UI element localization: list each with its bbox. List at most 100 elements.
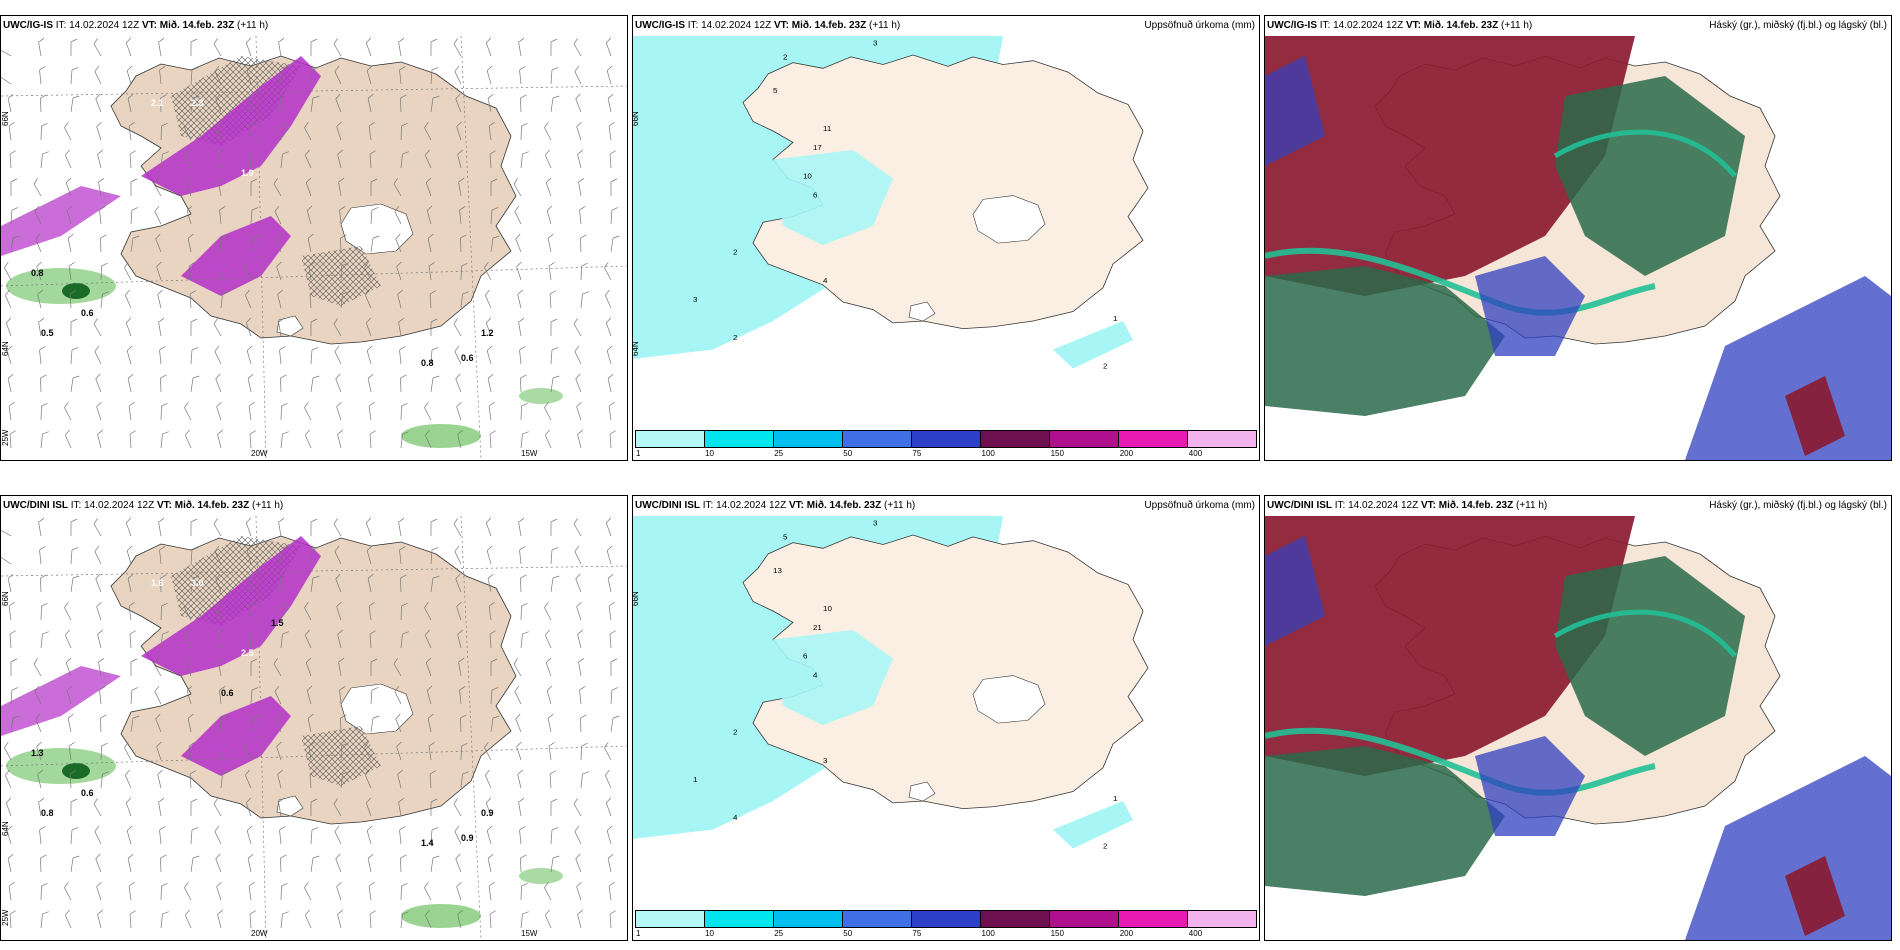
wind-barb bbox=[95, 373, 102, 393]
snow-blob bbox=[62, 283, 90, 299]
wind-barb bbox=[153, 178, 162, 197]
wind-barb bbox=[214, 65, 222, 85]
wind-barb bbox=[520, 882, 528, 901]
wind-barb bbox=[334, 65, 342, 85]
wind-barb bbox=[8, 402, 15, 421]
precip-value: 1 bbox=[693, 775, 697, 784]
wind-barb bbox=[484, 261, 492, 281]
wind-barb bbox=[310, 855, 320, 873]
precip-value: 17 bbox=[813, 143, 822, 152]
wind-barb bbox=[605, 797, 612, 817]
wind-barb bbox=[70, 375, 80, 393]
wind-barb bbox=[573, 38, 582, 57]
wind-barb bbox=[520, 151, 529, 169]
snow-blob bbox=[401, 904, 481, 928]
wind-barb bbox=[217, 909, 223, 929]
wind-barb bbox=[394, 685, 402, 705]
wind-barb bbox=[280, 602, 288, 621]
wind-barb bbox=[457, 629, 463, 649]
wind-barb bbox=[64, 601, 72, 621]
wind-barb bbox=[37, 289, 43, 309]
wind-barb bbox=[519, 66, 526, 85]
lead-time: (+11 h) bbox=[1501, 20, 1533, 31]
wind-barb bbox=[124, 741, 132, 761]
model-name: UWC/DINI ISL bbox=[635, 500, 700, 511]
lon-label: 15W bbox=[521, 929, 538, 938]
wind-barb bbox=[398, 797, 405, 817]
wind-barb bbox=[4, 261, 12, 281]
map-area: 3 5 13 21 10 6 4 2 1 3 4 1 2 bbox=[633, 516, 1259, 908]
wind-barb bbox=[249, 150, 256, 169]
wind-barb bbox=[429, 290, 436, 309]
wind-barb bbox=[610, 207, 619, 225]
wind-barb bbox=[100, 742, 108, 761]
wind-barb bbox=[97, 629, 103, 649]
wind-barb bbox=[250, 178, 258, 196]
legend-tick: 150 bbox=[1050, 929, 1064, 938]
wind-barb bbox=[68, 742, 75, 761]
wind-barb bbox=[368, 602, 375, 621]
precip-value: 2 bbox=[733, 333, 737, 342]
wind-barb bbox=[400, 602, 408, 621]
wind-barb bbox=[456, 601, 462, 621]
cloud-edge bbox=[1553, 609, 1737, 658]
low-cloud bbox=[1265, 56, 1325, 166]
wind-barb bbox=[40, 374, 47, 393]
wind-barb bbox=[550, 518, 558, 536]
legend-swatch bbox=[843, 911, 912, 927]
wind-barb bbox=[580, 262, 588, 281]
value-label: 1.5 bbox=[271, 618, 284, 628]
map-panel-cloud: UWC/IG-IS IT: 14.02.2024 12Z VT: Mið. 14… bbox=[1264, 15, 1892, 461]
legend-swatch bbox=[1050, 911, 1119, 927]
wind-barb bbox=[278, 317, 285, 337]
wind-barb bbox=[369, 630, 376, 649]
wind-barb bbox=[307, 233, 314, 253]
precip-value: 2 bbox=[1103, 842, 1107, 851]
wind-barb bbox=[250, 715, 260, 733]
wind-barb bbox=[456, 881, 462, 901]
snow-blob bbox=[519, 868, 563, 884]
panel-header: UWC/IG-IS IT: 14.02.2024 12Z VT: Mið. 14… bbox=[635, 20, 900, 31]
precip-value: 11 bbox=[823, 124, 831, 133]
value-label: 2.1 bbox=[151, 98, 164, 108]
wind-barb bbox=[460, 771, 469, 789]
wind-barb bbox=[457, 149, 463, 169]
wind-barb bbox=[393, 178, 402, 197]
wind-barb bbox=[190, 575, 200, 593]
wind-barb bbox=[514, 685, 522, 705]
wind-barb bbox=[216, 601, 222, 621]
wind-barb bbox=[575, 373, 582, 393]
wind-barb bbox=[310, 67, 319, 85]
wind-barb bbox=[40, 122, 48, 141]
wind-barb bbox=[185, 657, 192, 677]
legend-swatch bbox=[636, 431, 705, 447]
wind-barb bbox=[334, 345, 342, 365]
map-area: 1.1 1.6 3.0 2.5 1.3 0.6 0.8 0.9 1.4 0.9 0.6 1.5 bbox=[1, 516, 627, 940]
wind-barb bbox=[34, 685, 42, 705]
wind-barb bbox=[369, 150, 376, 169]
high-cloud bbox=[1265, 36, 1635, 296]
wind-barb bbox=[425, 657, 432, 677]
wind-barb bbox=[304, 121, 312, 141]
glacier-shape bbox=[340, 683, 414, 735]
map-svg: 3 2 5 17 11 10 6 2 3 4 2 1 2 bbox=[633, 36, 1149, 370]
wind-barb bbox=[364, 261, 372, 281]
wind-barb bbox=[544, 429, 552, 449]
wind-barb bbox=[217, 149, 223, 169]
wind-barb bbox=[38, 517, 45, 537]
wind-barb bbox=[184, 121, 192, 141]
wind-barb bbox=[184, 601, 192, 621]
wind-barb bbox=[335, 93, 342, 113]
wind-barb bbox=[280, 94, 287, 113]
wind-barb bbox=[9, 430, 16, 449]
init-time: 14.02.2024 12Z bbox=[1348, 500, 1419, 511]
wind-barb bbox=[187, 233, 194, 253]
legend-tick: 50 bbox=[843, 929, 853, 938]
init-time: 14.02.2024 12Z bbox=[701, 20, 772, 31]
value-label: 1.2 bbox=[481, 328, 494, 338]
wind-barb bbox=[218, 177, 225, 197]
wind-barb bbox=[337, 909, 343, 929]
wind-barb bbox=[430, 38, 438, 56]
wind-barb bbox=[5, 797, 12, 817]
wind-barb bbox=[40, 431, 49, 449]
